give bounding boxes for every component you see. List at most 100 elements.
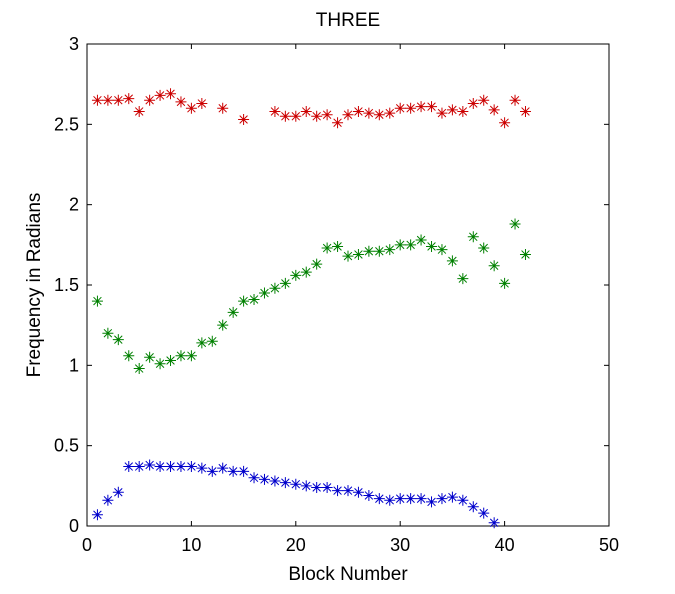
data-point <box>311 110 323 122</box>
data-point <box>238 465 250 477</box>
data-point <box>457 273 469 285</box>
data-point <box>415 234 427 246</box>
data-point <box>133 105 145 117</box>
data-point <box>227 306 239 318</box>
data-point <box>384 107 396 119</box>
data-point <box>144 94 156 106</box>
y-tick-label: 0.5 <box>54 436 79 456</box>
data-point <box>488 260 500 272</box>
data-point <box>311 481 323 493</box>
data-point <box>321 481 333 493</box>
data-point <box>394 239 406 251</box>
data-point <box>415 493 427 505</box>
x-tick-label: 50 <box>599 535 619 555</box>
data-point <box>290 269 302 281</box>
data-point <box>144 351 156 363</box>
y-tick-label: 1 <box>69 355 79 375</box>
data-point <box>238 295 250 307</box>
data-point <box>394 493 406 505</box>
data-point <box>165 461 177 473</box>
y-axis: 0 0.5 1 1.5 2 2.5 3 <box>54 34 609 536</box>
data-point <box>446 255 458 267</box>
data-point <box>373 109 385 121</box>
data-point <box>436 107 448 119</box>
data-point <box>488 104 500 116</box>
data-point <box>217 319 229 331</box>
data-point <box>102 494 114 506</box>
data-point <box>175 96 187 108</box>
data-point <box>446 104 458 116</box>
data-point <box>300 105 312 117</box>
data-point <box>321 109 333 121</box>
data-point <box>196 97 208 109</box>
data-point <box>185 461 197 473</box>
chart-title: THREE <box>316 10 380 31</box>
data-point <box>332 117 344 129</box>
data-point <box>499 117 511 129</box>
data-point <box>394 102 406 114</box>
y-tick-label: 2 <box>69 195 79 215</box>
data-point <box>332 485 344 497</box>
data-point <box>321 242 333 254</box>
data-point <box>467 501 479 513</box>
y-tick-label: 2.5 <box>54 114 79 134</box>
data-point <box>269 475 281 487</box>
data-point <box>499 277 511 289</box>
data-point <box>154 89 166 101</box>
data-point <box>248 293 260 305</box>
data-point <box>290 478 302 490</box>
y-tick-label: 0 <box>69 516 79 536</box>
x-tick-label: 10 <box>181 535 201 555</box>
data-point <box>300 266 312 278</box>
data-point <box>332 240 344 252</box>
x-axis: 0 10 20 30 40 50 <box>82 44 619 555</box>
data-point <box>165 355 177 367</box>
data-point <box>300 480 312 492</box>
series-2 <box>91 218 531 375</box>
y-axis-label: Frequency in Radians <box>24 193 45 378</box>
data-point <box>426 101 438 113</box>
data-point <box>426 496 438 508</box>
data-point <box>227 465 239 477</box>
data-point <box>196 337 208 349</box>
plot-area <box>86 43 610 527</box>
data-point <box>91 509 103 521</box>
data-point <box>112 334 124 346</box>
x-tick-label: 0 <box>82 535 92 555</box>
data-point <box>154 358 166 370</box>
data-point <box>509 218 521 230</box>
data-point <box>196 462 208 474</box>
data-point <box>91 295 103 307</box>
data-point <box>457 494 469 506</box>
data-point <box>279 277 291 289</box>
data-point <box>384 244 396 256</box>
data-point <box>279 477 291 489</box>
data-point <box>144 459 156 471</box>
data-point <box>112 94 124 106</box>
data-point <box>165 88 177 100</box>
data-point <box>154 461 166 473</box>
data-point <box>175 461 187 473</box>
x-tick-label: 30 <box>390 535 410 555</box>
data-point <box>342 250 354 262</box>
data-point <box>467 97 479 109</box>
data-point <box>185 102 197 114</box>
data-point <box>363 489 375 501</box>
data-point <box>363 107 375 119</box>
data-point <box>352 248 364 260</box>
data-point <box>269 282 281 294</box>
data-point <box>133 363 145 375</box>
data-point <box>102 327 114 339</box>
data-point <box>217 102 229 114</box>
data-point <box>436 244 448 256</box>
data-point <box>311 258 323 270</box>
data-point <box>426 240 438 252</box>
series-1 <box>91 88 531 129</box>
data-point <box>519 248 531 260</box>
data-point <box>185 350 197 362</box>
data-point <box>269 105 281 117</box>
data-point <box>112 486 124 498</box>
data-point <box>91 94 103 106</box>
data-point <box>373 245 385 257</box>
